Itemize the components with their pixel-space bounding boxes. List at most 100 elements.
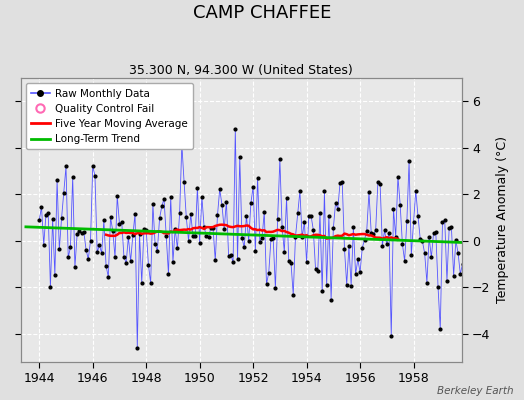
Text: CAMP CHAFFEE: CAMP CHAFFEE [193,4,331,22]
Point [380,227,389,234]
Point [126,258,135,265]
Point [300,219,309,225]
Point [336,180,344,186]
Point [445,225,453,231]
Point [82,246,90,253]
Point [298,234,307,241]
Point [291,234,300,240]
Point [287,260,295,266]
Point [108,228,117,234]
Point [53,177,61,183]
Point [153,248,161,254]
Point [180,179,188,185]
Point [242,212,250,219]
Point [240,244,248,250]
Point [95,242,104,248]
Point [361,236,369,243]
Point [265,270,273,276]
Point [113,193,122,199]
Point [345,243,353,250]
Point [389,206,398,212]
Point [427,254,435,261]
Point [311,265,320,272]
Point [102,263,110,270]
Point [376,181,384,187]
Point [211,257,220,264]
Point [363,227,371,234]
Point [158,203,166,210]
Point [169,258,177,265]
Point [129,232,137,239]
Point [64,254,72,261]
Point [206,224,215,231]
Point [274,216,282,222]
Point [407,252,416,258]
Point [289,292,298,298]
Point [209,225,217,232]
Point [195,240,204,246]
Point [115,221,124,227]
Point [349,224,357,230]
Point [233,256,242,263]
Point [104,274,113,280]
Point [106,214,115,221]
Point [84,256,92,262]
Point [144,262,152,268]
Point [313,268,322,274]
Point [73,231,81,237]
Point [184,238,193,244]
Point [387,333,396,339]
Point [340,246,348,252]
Point [198,194,206,200]
Point [425,234,433,240]
Point [269,235,277,241]
Point [394,174,402,180]
Point [441,216,449,223]
Point [256,238,264,245]
Point [316,210,324,216]
Point [254,175,262,181]
Point [182,214,191,220]
Point [356,269,364,275]
Y-axis label: Temperature Anomaly (°C): Temperature Anomaly (°C) [496,136,509,303]
Point [165,271,173,277]
Point [42,212,50,218]
Point [385,230,393,236]
Point [69,174,77,180]
Point [167,194,175,200]
Point [37,204,46,210]
Title: 35.300 N, 94.300 W (United States): 35.300 N, 94.300 W (United States) [129,64,353,77]
Point [193,185,202,191]
Point [48,216,57,222]
Point [327,296,335,303]
Point [156,215,164,222]
Point [334,206,342,212]
Point [162,232,170,239]
Point [178,141,186,148]
Point [320,188,329,195]
Point [318,288,326,294]
Point [133,344,141,351]
Point [236,154,244,160]
Point [260,208,268,215]
Point [249,184,257,190]
Point [263,281,271,287]
Point [325,213,333,220]
Point [200,224,209,230]
Point [409,219,418,225]
Point [423,279,431,286]
Point [149,201,157,208]
Point [97,250,106,256]
Point [267,236,275,243]
Point [229,259,237,266]
Point [187,211,195,218]
Point [416,236,424,242]
Point [400,258,409,264]
Point [436,326,444,332]
Point [93,249,101,256]
Point [367,229,375,236]
Point [278,224,286,230]
Point [142,227,150,234]
Point [432,229,440,236]
Point [458,260,467,267]
